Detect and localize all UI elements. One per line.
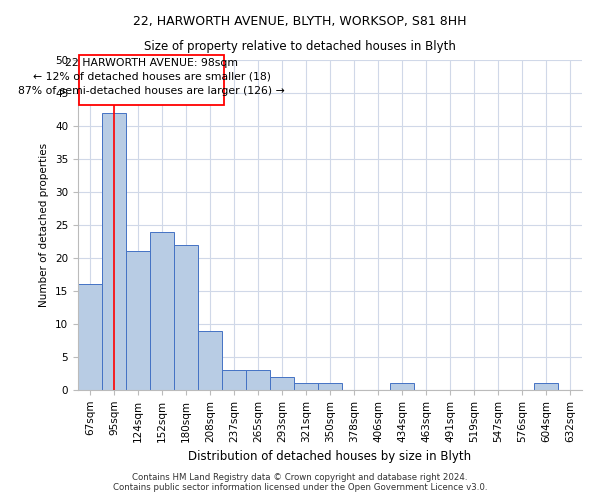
Bar (294, 384, 318, 390)
Bar (174, 245, 198, 390)
Text: 22, HARWORTH AVENUE, BLYTH, WORKSOP, S81 8HH: 22, HARWORTH AVENUE, BLYTH, WORKSOP, S81… (133, 15, 467, 28)
FancyBboxPatch shape (79, 54, 224, 105)
Bar (198, 330, 222, 390)
Bar (126, 252, 150, 390)
Text: 22 HARWORTH AVENUE: 98sqm: 22 HARWORTH AVENUE: 98sqm (65, 58, 238, 68)
Bar (534, 384, 558, 390)
Text: Size of property relative to detached houses in Blyth: Size of property relative to detached ho… (144, 40, 456, 53)
Bar (222, 370, 246, 390)
Y-axis label: Number of detached properties: Number of detached properties (40, 143, 49, 307)
Bar (270, 377, 294, 390)
Text: ← 12% of detached houses are smaller (18): ← 12% of detached houses are smaller (18… (33, 72, 271, 82)
Bar (78, 284, 102, 390)
X-axis label: Distribution of detached houses by size in Blyth: Distribution of detached houses by size … (188, 450, 472, 463)
Bar (246, 370, 270, 390)
Bar (390, 384, 414, 390)
Bar (318, 384, 342, 390)
Text: Contains HM Land Registry data © Crown copyright and database right 2024.
Contai: Contains HM Land Registry data © Crown c… (113, 473, 487, 492)
Bar (150, 232, 174, 390)
Text: 87% of semi-detached houses are larger (126) →: 87% of semi-detached houses are larger (… (19, 86, 285, 96)
Bar (102, 113, 126, 390)
